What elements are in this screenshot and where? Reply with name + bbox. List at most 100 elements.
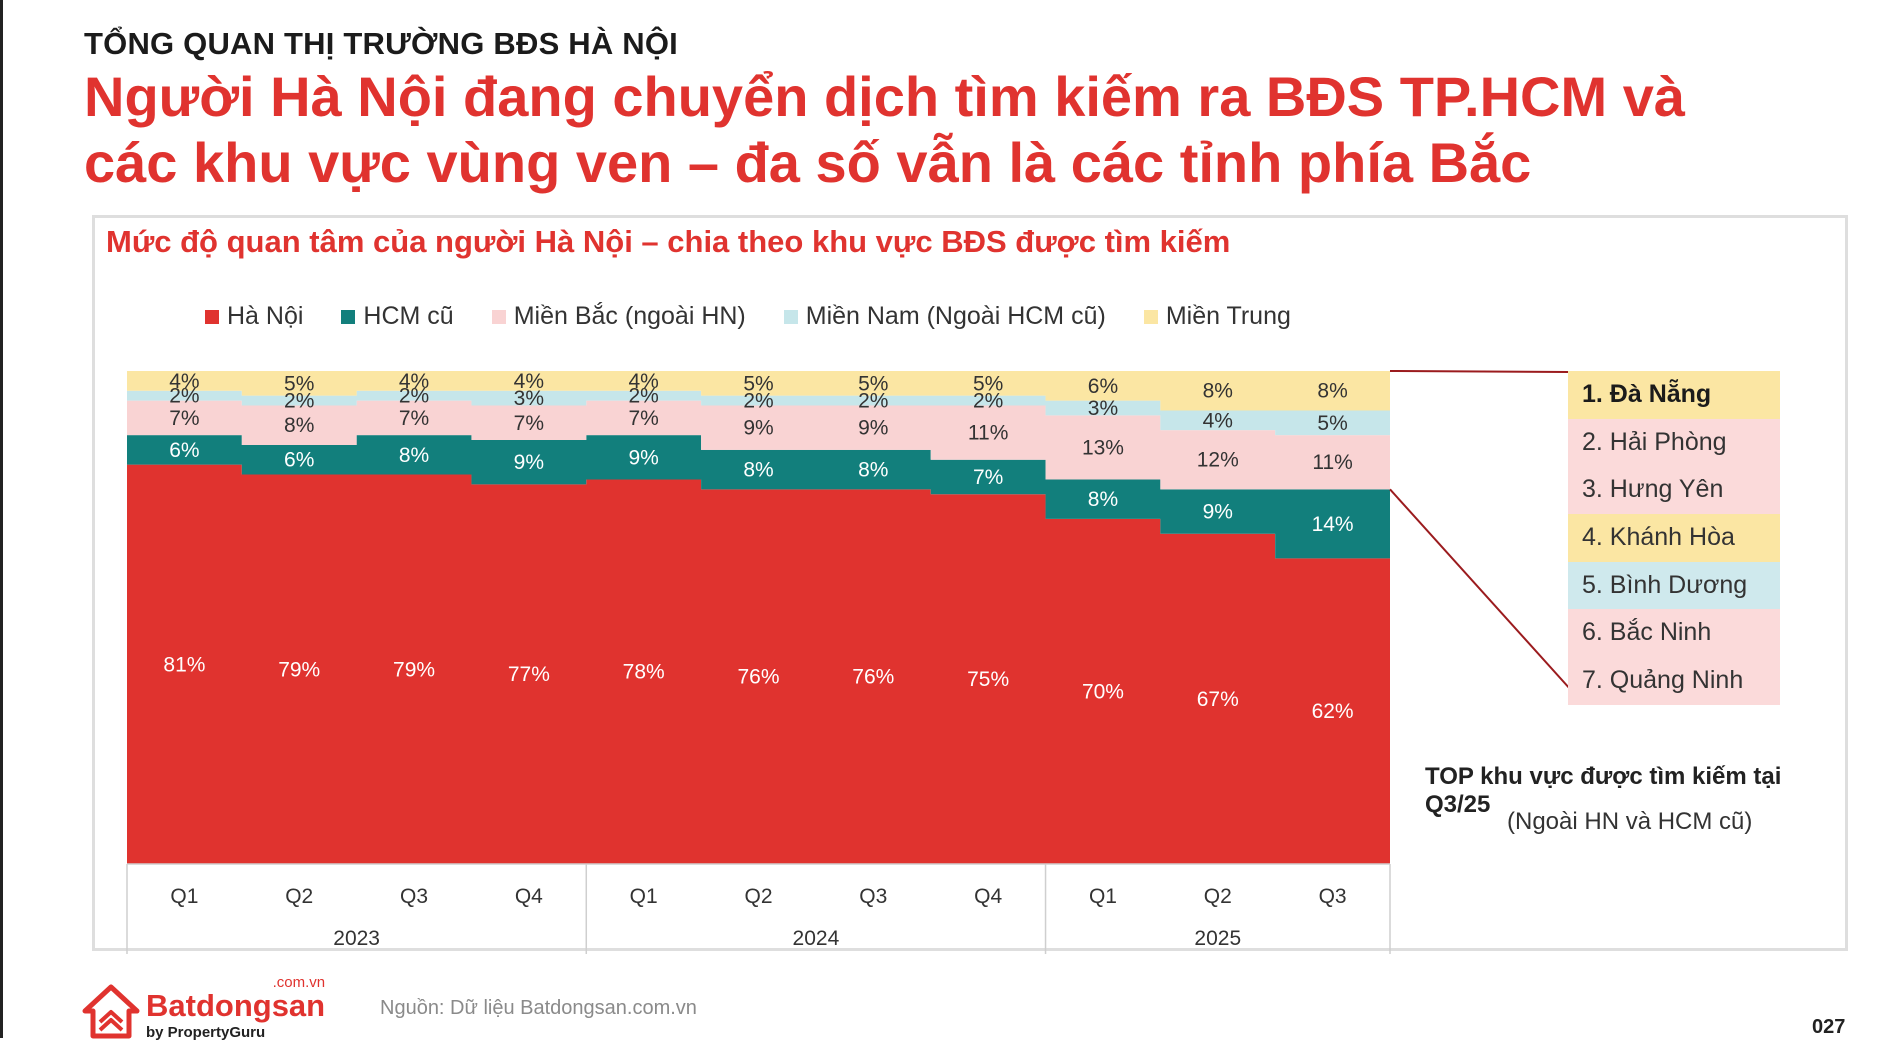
data-label: 79% xyxy=(393,658,435,681)
chart-legend: Hà Nội HCM cũ Miền Bắc (ngoài HN) Miền N… xyxy=(205,302,1291,331)
year-label: 2024 xyxy=(793,927,840,950)
legend-swatch xyxy=(341,309,356,324)
source-note: Nguồn: Dữ liệu Batdongsan.com.vn xyxy=(380,997,697,1019)
data-label: 7% xyxy=(973,466,1003,489)
data-label: 5% xyxy=(743,372,773,395)
chart-panel xyxy=(92,215,1848,951)
page-headline: Người Hà Nội đang chuyển dịch tìm kiếm r… xyxy=(84,64,1844,196)
top-region-item: 2. Hải Phòng xyxy=(1568,418,1780,467)
legend-swatch xyxy=(1143,309,1158,324)
year-label: 2025 xyxy=(1194,927,1241,950)
top-region-item: 3. Hưng Yên xyxy=(1568,466,1780,515)
area-series-0 xyxy=(127,464,1390,864)
data-label: 2% xyxy=(399,385,429,408)
area-series-3 xyxy=(127,390,1390,436)
data-label: 76% xyxy=(852,666,894,689)
data-label: 6% xyxy=(284,449,314,472)
data-label: 3% xyxy=(514,387,544,410)
data-label: 4% xyxy=(629,370,659,393)
x-tick-label: Q3 xyxy=(1319,885,1347,908)
top-region-item: 1. Đà Nẵng xyxy=(1568,371,1780,419)
data-label: 14% xyxy=(1312,513,1354,536)
data-label: 2% xyxy=(973,390,1003,413)
data-label: 79% xyxy=(278,658,320,681)
connector-line-top xyxy=(1389,370,1569,373)
top-regions-caption: TOP khu vực được tìm kiếm tại Q3/25 xyxy=(1425,763,1782,818)
legend-item-ha-noi: Hà Nội xyxy=(205,302,303,331)
data-label: 4% xyxy=(1203,409,1233,432)
x-tick-label: Q1 xyxy=(630,885,658,908)
data-label: 76% xyxy=(737,666,779,689)
x-tick-label: Q1 xyxy=(170,885,198,908)
x-tick-label: Q3 xyxy=(859,885,887,908)
area-series-2 xyxy=(127,400,1390,490)
logo-domain: .com.vn xyxy=(272,974,326,991)
top-regions-subcaption: (Ngoài HN và HCM cũ) xyxy=(1507,808,1753,835)
top-region-item: 4. Khánh Hòa xyxy=(1568,514,1780,562)
logo-byline: by PropertyGuru xyxy=(146,1024,266,1041)
data-label: 4% xyxy=(169,370,199,393)
data-label: 8% xyxy=(284,414,314,437)
x-tick-label: Q1 xyxy=(1089,885,1117,908)
legend-label: HCM cũ xyxy=(363,302,454,330)
data-label: 5% xyxy=(284,372,314,395)
data-label: 5% xyxy=(858,372,888,395)
data-label: 9% xyxy=(743,417,773,440)
data-label: 11% xyxy=(968,422,1008,445)
data-label: 8% xyxy=(858,459,888,482)
data-label: 9% xyxy=(629,446,659,469)
legend-label: Hà Nội xyxy=(227,302,304,330)
data-label: 5% xyxy=(973,372,1003,395)
data-label: 4% xyxy=(514,370,544,393)
data-label: 78% xyxy=(623,661,665,684)
data-label: 9% xyxy=(514,451,544,474)
data-label: 9% xyxy=(1203,501,1233,524)
top-region-item: 6. Bắc Ninh xyxy=(1568,609,1780,658)
house-logo-icon xyxy=(82,984,140,1039)
data-label: 8% xyxy=(743,459,773,482)
legend-swatch xyxy=(491,309,506,324)
legend-item-mien-bac: Miền Bắc (ngoài HN) xyxy=(491,302,746,331)
data-label: 8% xyxy=(1317,380,1347,403)
legend-item-mien-trung: Miền Trung xyxy=(1143,302,1291,331)
legend-swatch xyxy=(205,309,219,324)
data-label: 7% xyxy=(629,407,659,430)
data-label: 81% xyxy=(163,653,205,676)
data-label: 67% xyxy=(1197,688,1239,711)
data-label: 75% xyxy=(967,668,1009,691)
brand-logo: .com.vn Batdongsan by PropertyGuru xyxy=(82,975,325,1040)
data-label: 2% xyxy=(169,385,199,408)
x-tick-label: Q3 xyxy=(400,885,428,908)
data-label: 77% xyxy=(508,663,550,686)
x-tick-label: Q2 xyxy=(744,885,772,908)
data-label: 2% xyxy=(629,385,659,408)
data-label: 8% xyxy=(399,444,429,467)
connector-line-bottom xyxy=(1389,488,1581,701)
data-label: 7% xyxy=(399,407,429,430)
area-series-4 xyxy=(127,371,1390,411)
data-label: 8% xyxy=(1088,488,1118,511)
legend-label: Miền Nam (Ngoài HCM cũ) xyxy=(805,302,1106,330)
data-label: 9% xyxy=(858,417,888,440)
data-label: 6% xyxy=(169,439,199,462)
page-number: 027 xyxy=(1812,1016,1846,1038)
legend-item-mien-nam: Miền Nam (Ngoài HCM cũ) xyxy=(783,302,1106,331)
legend-item-hcm: HCM cũ xyxy=(341,302,454,331)
x-tick-label: Q2 xyxy=(1204,885,1232,908)
legend-swatch xyxy=(783,309,798,324)
area-series-1 xyxy=(127,435,1390,559)
data-label: 11% xyxy=(1312,451,1352,474)
data-label: 7% xyxy=(169,407,199,430)
x-tick-label: Q4 xyxy=(974,885,1002,908)
data-label: 70% xyxy=(1082,680,1124,703)
data-label: 5% xyxy=(1317,412,1347,435)
chart-title: Mức độ quan tâm của người Hà Nội – chia … xyxy=(106,224,1231,259)
headline-line-2: các khu vực vùng ven – đa số vẫn là các … xyxy=(84,131,1532,194)
x-tick-label: Q2 xyxy=(285,885,313,908)
headline-line-1: Người Hà Nội đang chuyển dịch tìm kiếm r… xyxy=(84,65,1685,128)
left-edge-rule xyxy=(0,0,3,1038)
data-label: 7% xyxy=(514,412,544,435)
data-label: 12% xyxy=(1197,449,1239,472)
year-label: 2023 xyxy=(333,927,380,950)
data-label: 2% xyxy=(858,390,888,413)
